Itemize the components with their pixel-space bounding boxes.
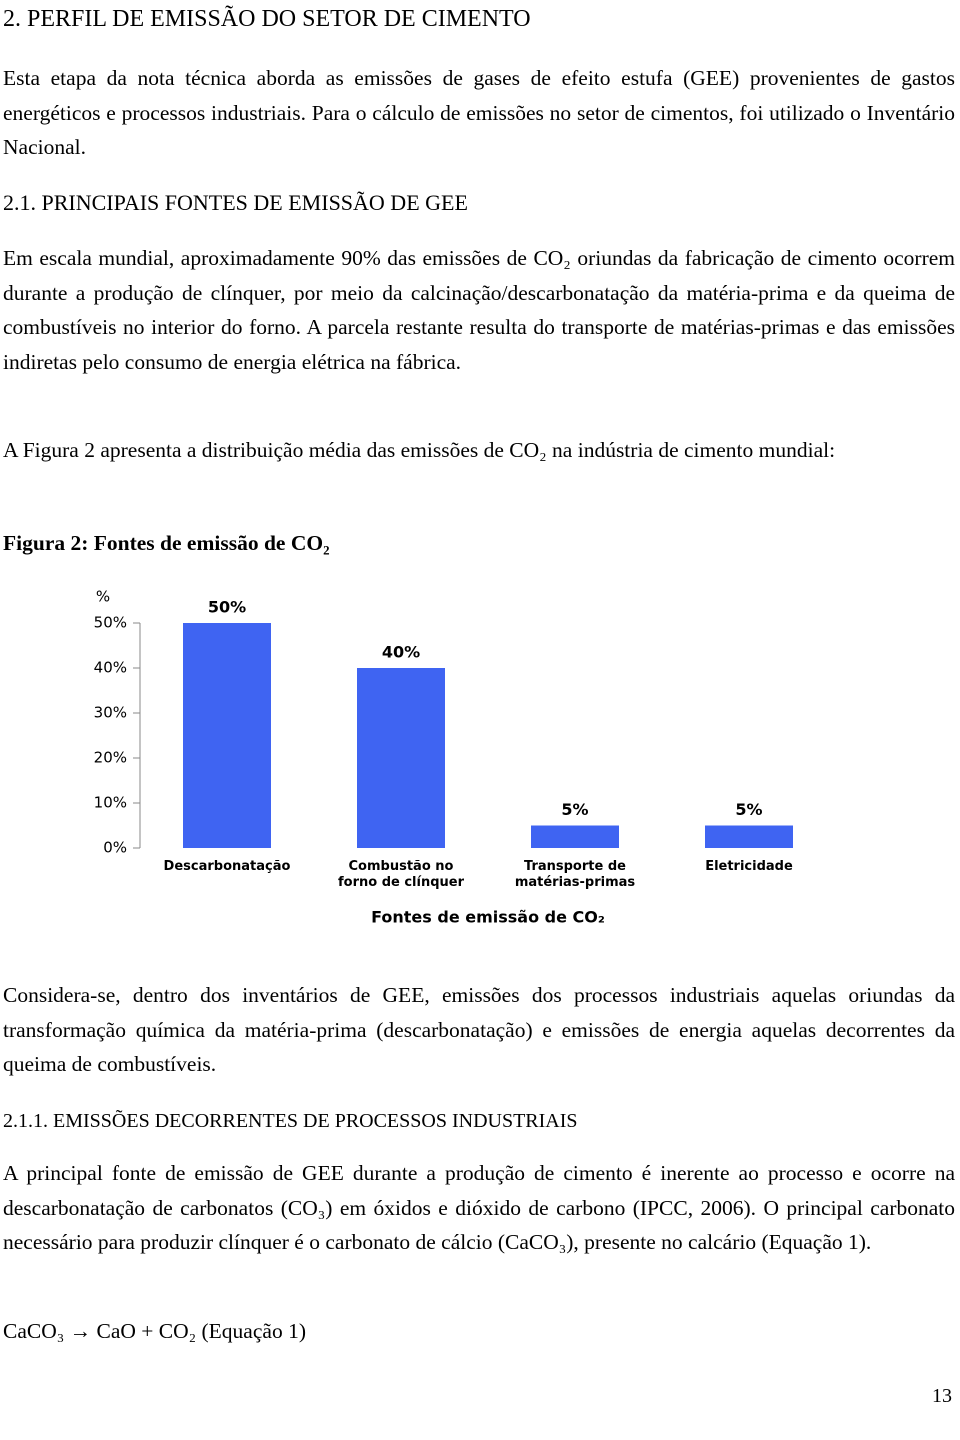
equation: CaCO₃ → CaO + CO₂ (Equação 1): [3, 1319, 306, 1343]
paragraph: A Figura 2 apresenta a distribuição médi…: [3, 438, 836, 462]
value-label: 50%: [208, 598, 246, 617]
value-label: 5%: [561, 800, 588, 819]
page-number: 13: [932, 1385, 952, 1407]
x-tick-label: Combustão no forno de clínquer: [337, 859, 465, 890]
value-label: 5%: [735, 800, 762, 819]
bar: [357, 668, 445, 848]
paragraph: Considera-se, dentro dos inventários de …: [3, 983, 955, 1076]
heading: 2. PERFIL DE EMISSÃO DO SETOR DE CIMENTO: [3, 6, 531, 32]
section-title: 2.1. PRINCIPAIS FONTES DE EMISSÃO DE GEE: [3, 190, 468, 215]
value-label: 40%: [382, 643, 420, 662]
bar: [531, 825, 619, 848]
bar: [705, 825, 793, 848]
x-tick-label: Transporte de matérias-primas: [514, 859, 636, 890]
x-tick-label: Descarbonatação: [163, 859, 291, 874]
x-tick-label: Eletricidade: [705, 859, 793, 874]
y-tick-label: 0%: [103, 839, 127, 857]
paragraph: A principal fonte de emissão de GEE dura…: [3, 1161, 955, 1254]
x-axis-label: Fontes de emissão de CO₂: [371, 908, 605, 927]
paragraph: Esta etapa da nota técnica aborda as emi…: [3, 66, 955, 159]
figure-caption: Figura 2: Fontes de emissão de CO₂: [3, 531, 330, 555]
y-tick-label: 30%: [94, 704, 127, 722]
y-axis-label: %: [96, 588, 110, 606]
y-tick-label: 40%: [94, 659, 127, 677]
y-tick-label: 50%: [94, 614, 127, 632]
subsection-title: 2.1.1. EMISSÕES DECORRENTES DE PROCESSOS…: [3, 1110, 578, 1132]
bar: [183, 623, 271, 848]
y-tick-label: 10%: [94, 794, 127, 812]
y-tick-label: 20%: [94, 749, 127, 767]
paragraph: Em escala mundial, aproximadamente 90% d…: [3, 246, 955, 374]
